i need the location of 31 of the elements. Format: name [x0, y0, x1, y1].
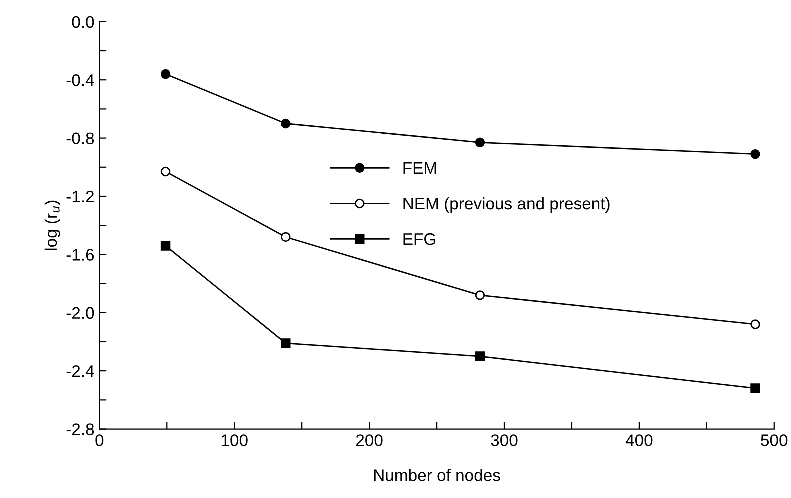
point	[475, 138, 486, 148]
point	[160, 241, 171, 251]
y-tick-label: -1.2	[66, 190, 94, 203]
x-tick-label: 300	[491, 434, 518, 446]
point	[750, 320, 760, 330]
legend-label: FEM	[404, 162, 436, 174]
x-axis-title: Number of nodes	[374, 469, 500, 482]
point	[160, 166, 171, 177]
x-tick-label: 200	[356, 434, 383, 446]
x-tick-label: 100	[222, 434, 248, 446]
x-tick-label: 0	[96, 434, 104, 446]
legend-label: NEM (previous and present)	[404, 197, 610, 213]
point	[475, 290, 486, 300]
y-tick-label: -1.6	[66, 249, 94, 261]
y-tick-label: -2.0	[66, 307, 94, 320]
point	[281, 118, 291, 129]
y-tick-label: -2.4	[66, 365, 94, 378]
x-tick-label: 500	[761, 434, 788, 446]
y-tick-label: -0.8	[66, 132, 94, 145]
y-tick-label: -0.4	[66, 74, 94, 86]
y-axis-title: log (r$_{u}$)	[44, 200, 60, 250]
legend-label: EFG	[404, 233, 436, 246]
y-tick-label: 0.0	[72, 16, 94, 28]
point	[281, 232, 291, 242]
point	[750, 149, 760, 160]
point	[281, 338, 291, 348]
y-tick-label: -2.8	[66, 424, 94, 436]
point	[160, 69, 171, 80]
x-tick-label: 400	[626, 434, 653, 446]
point	[750, 384, 760, 394]
point	[475, 352, 486, 362]
